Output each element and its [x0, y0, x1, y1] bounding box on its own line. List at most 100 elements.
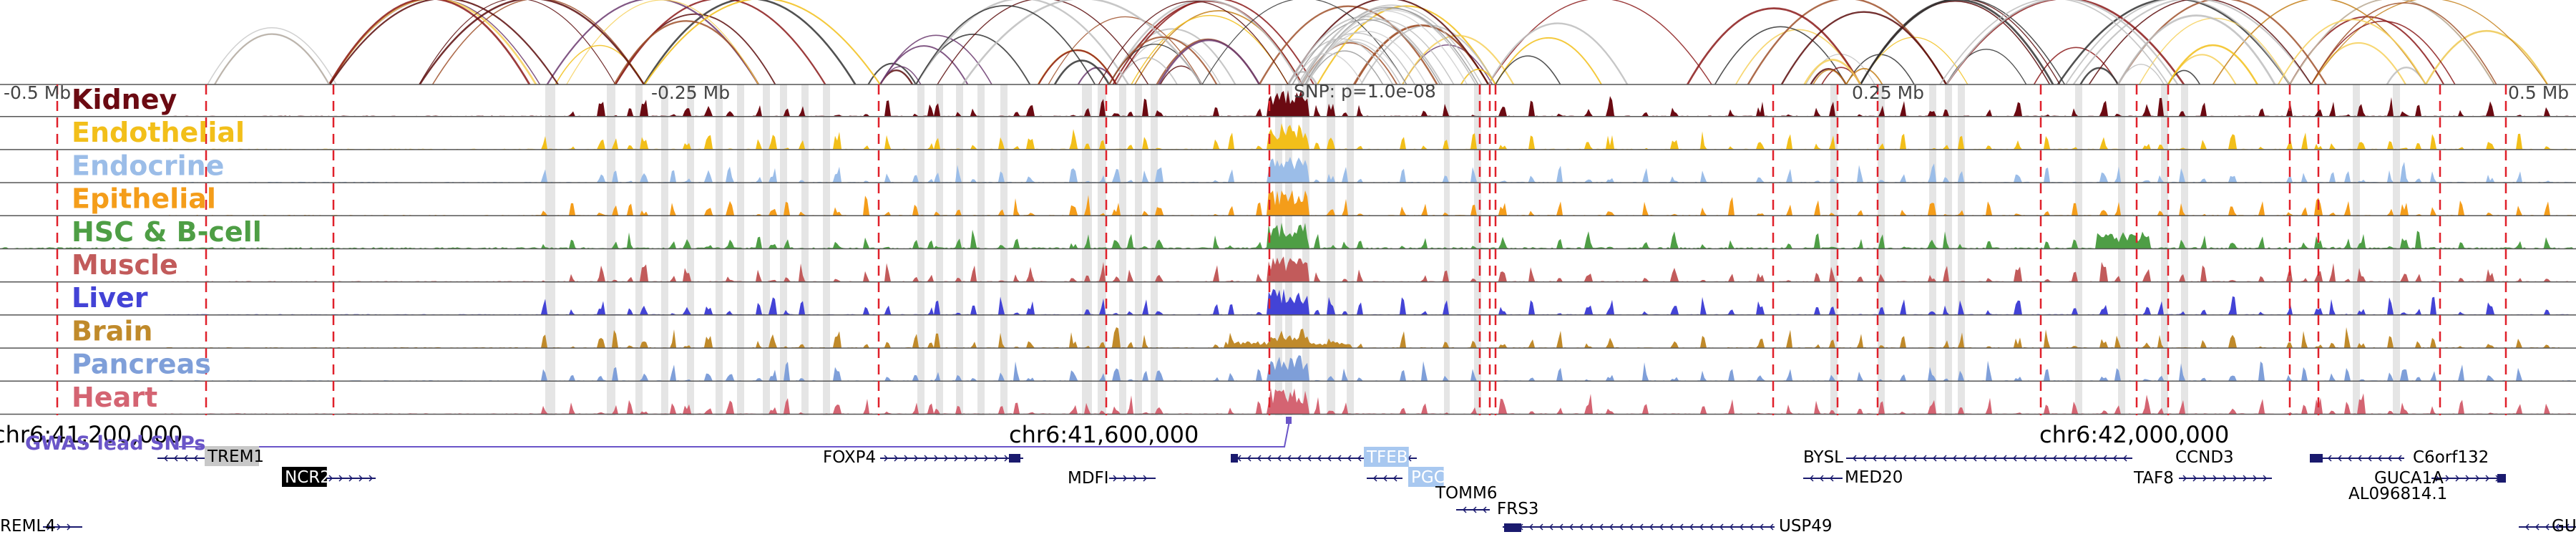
highlight-region [780, 84, 787, 415]
highlight-region [1119, 84, 1126, 415]
signal-track [0, 190, 2576, 217]
gene-label: TREML4 [0, 517, 56, 536]
loop-arc [937, 0, 1149, 85]
signal-track [0, 289, 2576, 316]
gene-label: PGC [1411, 468, 1445, 487]
loop-arc [431, 0, 645, 85]
highlight-region [716, 84, 723, 415]
loop-arc [915, 5, 1096, 85]
track-label: HSC & B-cell [72, 216, 262, 248]
loop-arc [1108, 36, 1218, 85]
loop-arc [613, 20, 760, 85]
loop-arc [2088, 0, 2312, 85]
loop-arc [962, 0, 1204, 85]
gene-label: FOXP4 [823, 448, 876, 467]
signal-track [0, 355, 2576, 382]
coordinate-label: chr6:42,000,000 [2039, 421, 2229, 448]
track-signal [0, 90, 2576, 117]
highlight-region [1929, 84, 1936, 415]
highlight-region [2393, 84, 2400, 415]
highlight-region [1474, 84, 1481, 415]
track-signal [0, 223, 2576, 249]
loop-arc [328, 0, 531, 85]
loop-arc [2072, 0, 2312, 85]
loop-arc [2289, 0, 2495, 85]
loop-arc [1108, 0, 1302, 85]
highlight-region [1275, 84, 1282, 415]
gwas-label: GWAS lead SNPs [25, 432, 205, 455]
highlight-region [607, 84, 615, 415]
gene-body [1367, 475, 1402, 482]
coordinate-label: chr6:41,200,000 [0, 421, 182, 448]
highlight-region [2161, 84, 2168, 415]
gene-body [1503, 523, 1775, 531]
loop-arc [1495, 55, 1561, 85]
gene-label-box [205, 446, 259, 466]
gwas-snp-marker [1286, 417, 1292, 424]
highlight-region [1285, 84, 1292, 415]
loop-arc [1292, 19, 1441, 85]
gene-label-box [282, 467, 327, 487]
highlight-region [1327, 84, 1335, 415]
gene-label: NCR2 [285, 468, 331, 487]
loop-arc [1939, 0, 2169, 85]
loop-arc [867, 62, 917, 85]
gene-label: USP49 [1779, 517, 1833, 536]
loop-arc [566, 0, 759, 85]
highlight-region [1945, 84, 1952, 415]
coordinate-label: chr6:41,600,000 [1009, 421, 1199, 448]
gene-exon [2310, 454, 2323, 463]
highlight-region [1444, 84, 1450, 415]
gene-label: GUC [2552, 517, 2576, 536]
highlight-region [2075, 84, 2082, 415]
highlight-region [1302, 84, 1309, 415]
loop-arc [1487, 22, 1629, 85]
highlight-region [1878, 84, 1885, 415]
track-signal [0, 190, 2576, 216]
loop-arc [1116, 38, 1221, 85]
gene-exon [2497, 474, 2506, 483]
loop-arc [1813, 69, 1847, 85]
gene-body [1109, 475, 1156, 482]
loop-arc [1038, 49, 1117, 85]
loop-arc [1053, 59, 1111, 85]
loop-arc [914, 0, 1129, 85]
track-label: Endothelial [72, 117, 245, 148]
track-signal [0, 256, 2576, 282]
highlight-region [823, 84, 830, 415]
highlight-region [1830, 84, 1838, 415]
highlight-region [1958, 84, 1965, 415]
boundary-lines [56, 84, 2507, 415]
loop-arc [879, 66, 922, 85]
gene-body [1846, 455, 2132, 462]
gene-label: GUCA1A [2374, 469, 2444, 488]
axis-tick-label: -0.25 Mb [651, 82, 730, 103]
loop-arc [207, 27, 337, 85]
loop-arc [419, 0, 645, 85]
track-label: Muscle [72, 249, 178, 281]
loop-arc [1402, 34, 1515, 85]
gene-exon [1231, 454, 1238, 463]
gene-body [1803, 475, 1843, 482]
track-label: Brain [72, 315, 152, 347]
loop-arc [1488, 0, 1712, 85]
gene-body [880, 455, 1023, 462]
gene-label: FRS3 [1497, 500, 1538, 518]
gene-body [2311, 455, 2404, 462]
highlight-region [2181, 84, 2188, 415]
highlight-region [917, 84, 924, 415]
signal-track [0, 387, 2576, 415]
track-signal [0, 289, 2576, 315]
loop-arc [1288, 38, 1394, 85]
highlight-region [801, 84, 809, 415]
gene-label: C6orf132 [2413, 448, 2489, 467]
axis-tick-label: 0.25 Mb [1852, 82, 1924, 103]
track-label: Epithelial [72, 183, 216, 215]
gene-label-box [1364, 447, 1409, 467]
loop-arc [213, 33, 331, 85]
highlight-region [1135, 84, 1142, 415]
track-signal [0, 157, 2576, 183]
signal-track [0, 326, 2576, 349]
highlight-region [1151, 84, 1158, 415]
